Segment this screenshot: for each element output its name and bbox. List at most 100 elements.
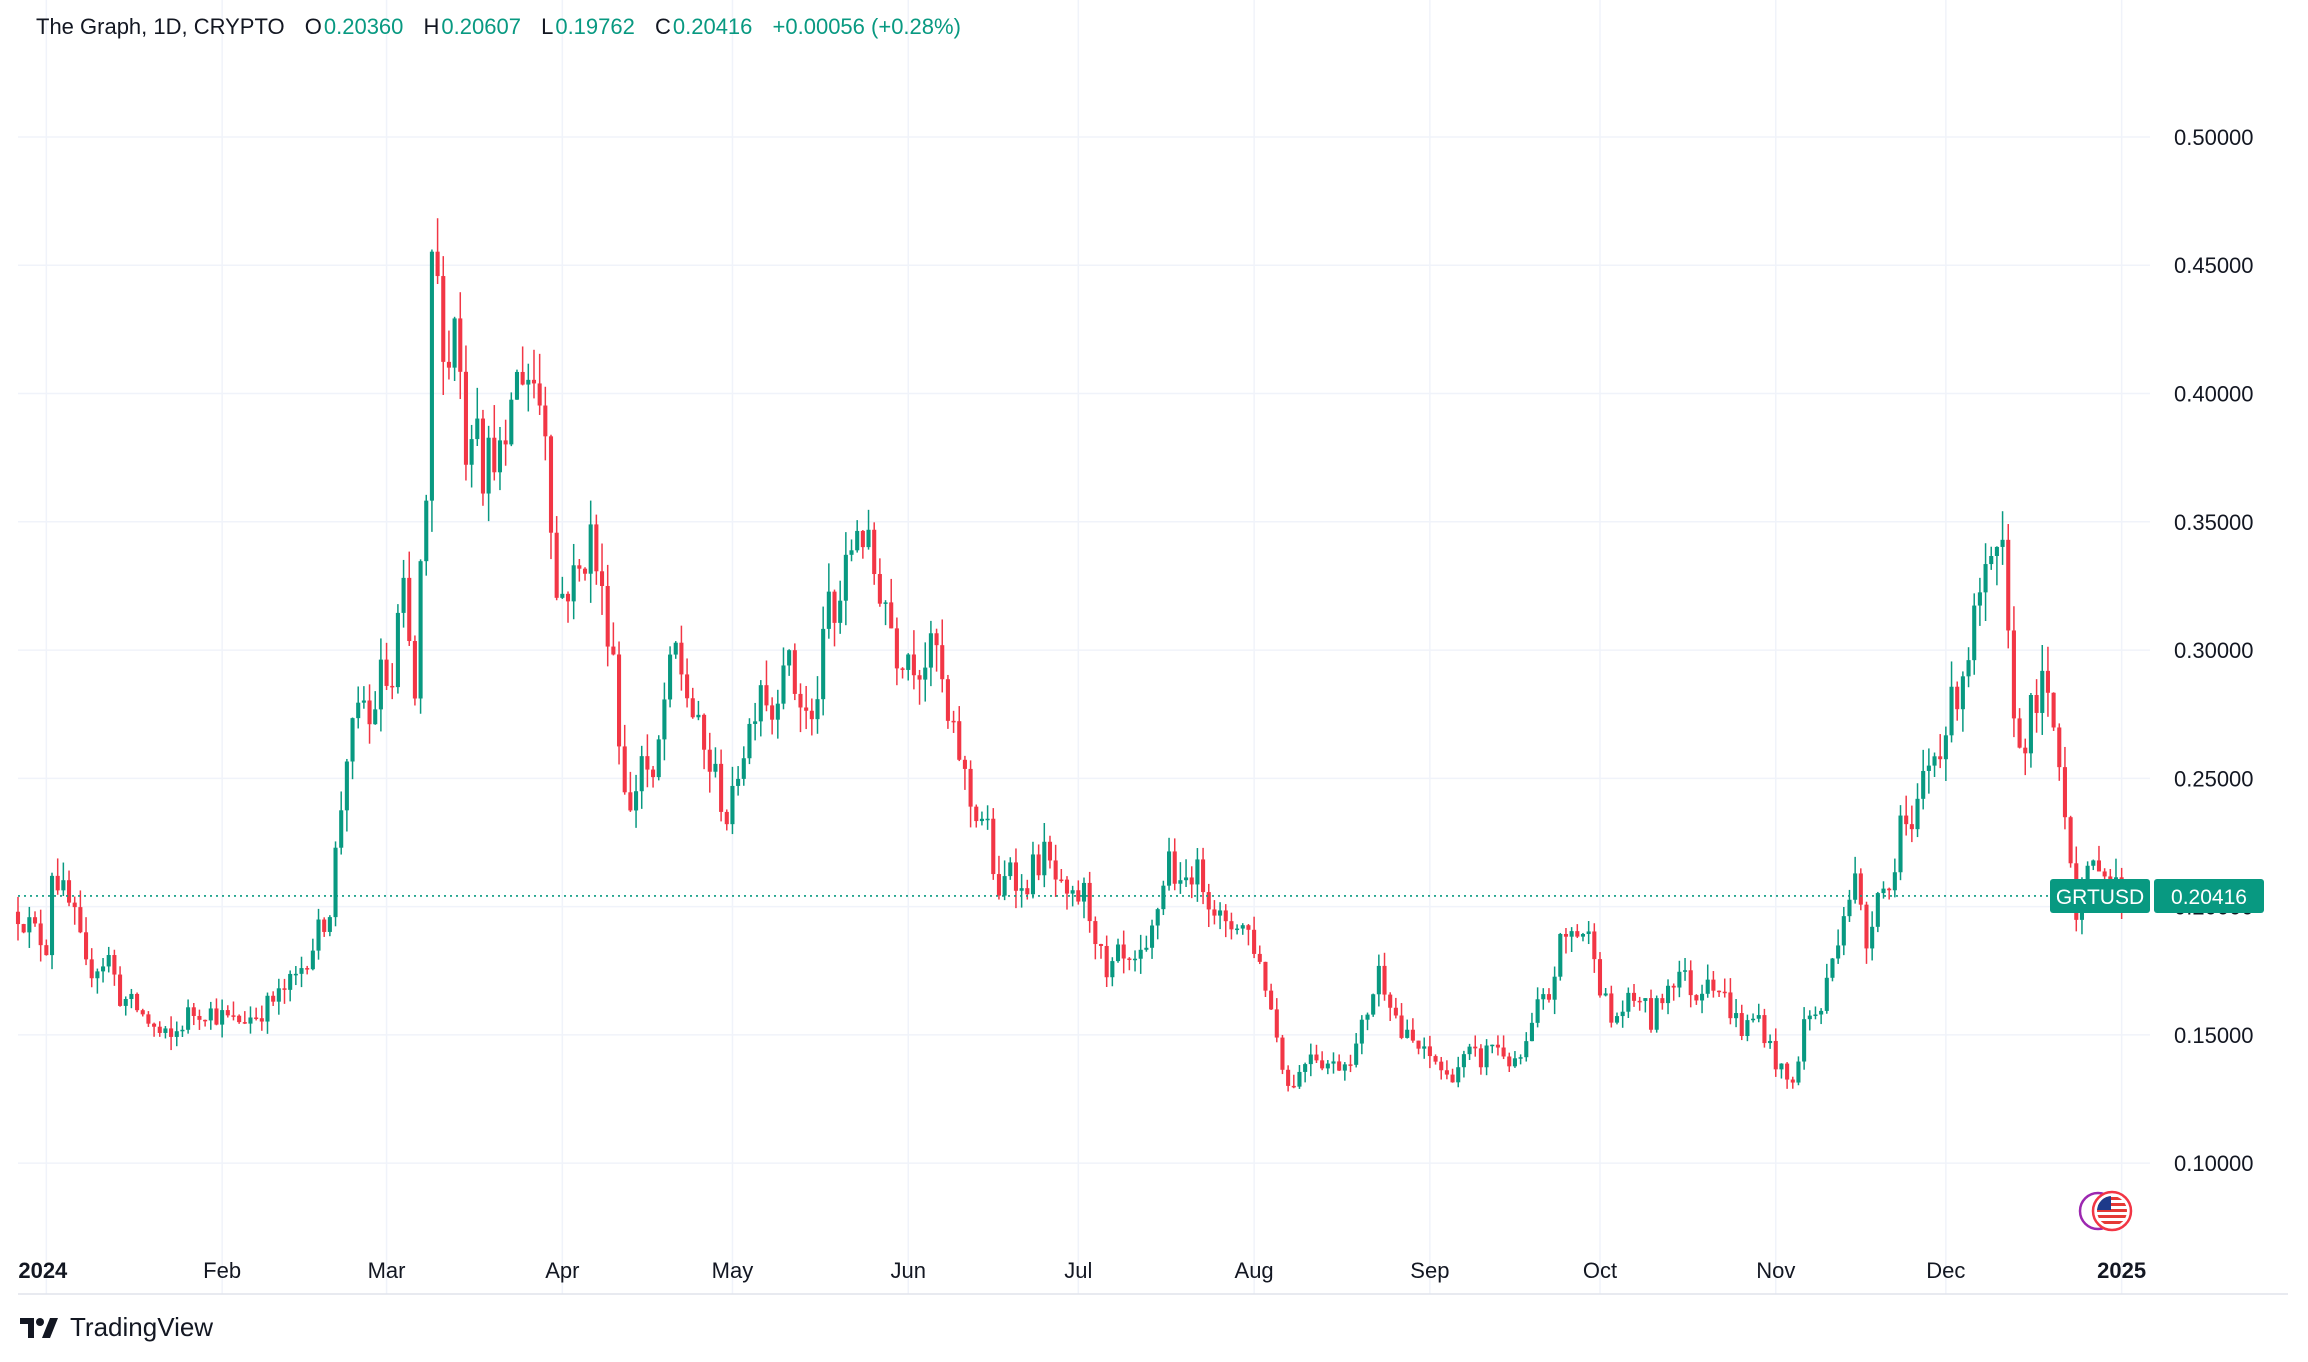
candle-body[interactable] [2034, 695, 2039, 713]
candle-body[interactable] [27, 917, 32, 933]
candle-body[interactable] [2040, 670, 2045, 713]
candle-body[interactable] [1359, 1019, 1364, 1044]
candle-body[interactable] [645, 756, 650, 770]
candle-body[interactable] [1807, 1015, 1812, 1020]
candle-body[interactable] [55, 875, 60, 891]
candle-body[interactable] [1439, 1061, 1444, 1071]
candle-body[interactable] [696, 714, 701, 718]
candle-body[interactable] [1252, 929, 1257, 954]
candle-body[interactable] [1745, 1020, 1750, 1036]
candle-body[interactable] [38, 923, 43, 946]
candle-body[interactable] [843, 554, 848, 601]
candle-body[interactable] [458, 318, 463, 372]
candle-body[interactable] [89, 959, 94, 979]
candle-body[interactable] [1597, 959, 1603, 996]
candle-body[interactable] [288, 973, 293, 990]
candle-body[interactable] [509, 399, 514, 445]
candle-body[interactable] [66, 880, 72, 903]
candle-body[interactable] [1325, 1063, 1330, 1069]
candle-body[interactable] [2000, 539, 2005, 547]
candle-body[interactable] [747, 723, 752, 759]
candle-body[interactable] [945, 679, 950, 721]
candle-body[interactable] [310, 950, 315, 970]
candle-body[interactable] [1552, 976, 1557, 1000]
candle-body[interactable] [599, 571, 605, 586]
candle-body[interactable] [1977, 592, 1982, 606]
candle-body[interactable] [713, 763, 718, 772]
candle-body[interactable] [1966, 660, 1971, 677]
candle-body[interactable] [1365, 1014, 1370, 1020]
candle-body[interactable] [203, 1019, 208, 1022]
candle-body[interactable] [1291, 1085, 1296, 1088]
tradingview-brand[interactable]: TradingView [20, 1312, 213, 1343]
candle-body[interactable] [1115, 944, 1121, 962]
candle-body[interactable] [962, 759, 967, 769]
candle-body[interactable] [1110, 961, 1115, 978]
candle-body[interactable] [503, 440, 508, 445]
candle-body[interactable] [1768, 1040, 1773, 1044]
candle-body[interactable] [588, 524, 593, 574]
candle-body[interactable] [21, 924, 26, 933]
candle-body[interactable] [2028, 695, 2033, 754]
candle-body[interactable] [1427, 1046, 1432, 1057]
candle-body[interactable] [248, 1017, 253, 1024]
candle-body[interactable] [1138, 949, 1143, 959]
candle-body[interactable] [174, 1031, 179, 1037]
candle-body[interactable] [679, 642, 684, 675]
candle-body[interactable] [2051, 692, 2056, 728]
candle-body[interactable] [435, 251, 440, 277]
candle-body[interactable] [1297, 1071, 1302, 1087]
candle-body[interactable] [2006, 539, 2011, 631]
candle-body[interactable] [996, 874, 1001, 896]
candle-body[interactable] [617, 654, 622, 747]
candle-body[interactable] [826, 591, 831, 629]
price-axis[interactable]: 0.100000.150000.200000.250000.300000.350… [2174, 125, 2254, 1176]
candle-body[interactable] [582, 568, 588, 574]
candle-body[interactable] [1830, 958, 1835, 978]
candle-body[interactable] [1932, 756, 1937, 766]
candle-body[interactable] [106, 955, 111, 967]
candle-body[interactable] [299, 968, 304, 974]
candle-body[interactable] [1019, 888, 1024, 891]
symbol-legend[interactable]: The Graph, 1D, CRYPTO O0.20360 H0.20607 … [36, 14, 975, 40]
candle-body[interactable] [651, 769, 656, 778]
candle-body[interactable] [112, 955, 117, 975]
candle-body[interactable] [894, 628, 899, 669]
candle-body[interactable] [1728, 992, 1733, 1019]
candle-body[interactable] [44, 945, 49, 956]
candle-body[interactable] [1064, 879, 1070, 894]
candle-body[interactable] [520, 371, 525, 385]
candle-body[interactable] [1637, 1000, 1642, 1003]
candle-body[interactable] [129, 993, 134, 1000]
candle-body[interactable] [429, 251, 434, 501]
candle-body[interactable] [1841, 916, 1846, 946]
candle-body[interactable] [1076, 890, 1081, 902]
candle-body[interactable] [968, 768, 973, 807]
candle-body[interactable] [1337, 1061, 1342, 1071]
candle-body[interactable] [1660, 998, 1665, 1004]
candle-body[interactable] [1717, 990, 1722, 993]
candle-body[interactable] [1132, 958, 1138, 961]
candle-body[interactable] [441, 276, 446, 362]
candlestick-series[interactable] [15, 218, 2130, 1092]
candle-body[interactable] [1070, 890, 1075, 894]
candle-body[interactable] [344, 761, 349, 811]
candle-body[interactable] [662, 699, 667, 740]
candle-body[interactable] [197, 1015, 202, 1020]
candle-body[interactable] [809, 710, 814, 720]
candle-body[interactable] [1206, 892, 1211, 910]
candle-body[interactable] [1223, 910, 1228, 922]
candle-body[interactable] [1592, 931, 1597, 960]
candle-body[interactable] [1121, 944, 1126, 959]
candle-body[interactable] [1847, 899, 1852, 917]
candle-body[interactable] [1473, 1046, 1478, 1049]
candle-body[interactable] [1864, 904, 1869, 949]
candle-body[interactable] [1569, 931, 1574, 937]
candle-body[interactable] [1104, 945, 1109, 978]
candle-body[interactable] [1212, 909, 1217, 916]
candle-body[interactable] [180, 1029, 185, 1032]
candle-body[interactable] [1870, 926, 1875, 949]
candle-body[interactable] [339, 810, 344, 848]
candle-body[interactable] [685, 674, 690, 699]
